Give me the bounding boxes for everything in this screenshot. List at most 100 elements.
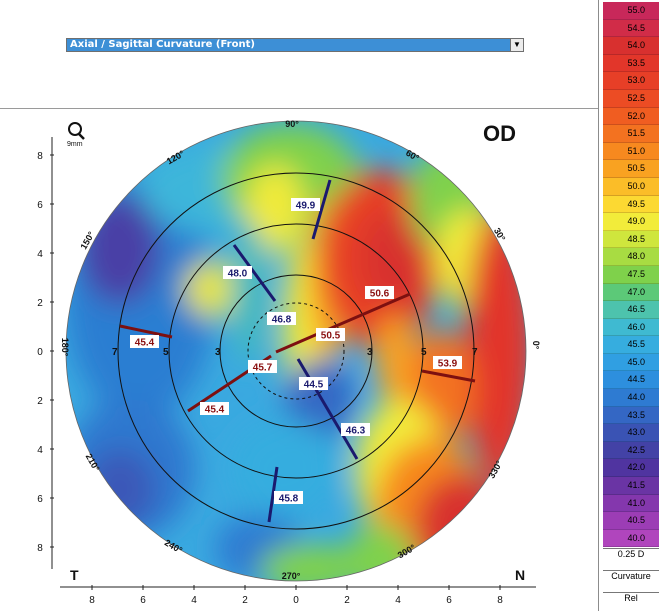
topography-map-panel[interactable]: 3 3 5 5 7 7 49.9 48.0 50.6 46.8 50.5 45.… xyxy=(0,109,598,611)
scale-value: 48.5 xyxy=(627,233,645,244)
ring-label-3-right: 3 xyxy=(367,347,373,358)
left-tick-4: 0 xyxy=(37,347,43,358)
ring-label-5-right: 5 xyxy=(421,347,427,358)
degree-270: 270° xyxy=(282,571,301,581)
map-type-selected: Axial / Sagittal Curvature (Front) xyxy=(70,39,255,50)
magnifier-icon[interactable] xyxy=(68,122,85,140)
scale-cell: 50.0 xyxy=(603,177,659,196)
degree-0: 0° xyxy=(531,341,541,350)
svg-text:49.9: 49.9 xyxy=(296,201,316,212)
scale-cell: 53.5 xyxy=(603,54,659,73)
svg-text:46.8: 46.8 xyxy=(272,315,292,326)
degree-90: 90° xyxy=(285,119,299,129)
scale-value: 48.0 xyxy=(627,251,645,262)
scale-value: 43.5 xyxy=(627,409,645,420)
scale-value: 40.0 xyxy=(627,532,645,543)
scale-cell: 46.5 xyxy=(603,301,659,319)
scale-cell: 43.5 xyxy=(603,406,659,425)
bottom-tick-3: 2 xyxy=(242,595,248,606)
bottom-tick-7: 6 xyxy=(446,595,452,606)
left-tick-8: 8 xyxy=(37,543,43,554)
left-tick-2: 4 xyxy=(37,249,43,260)
degree-180: 180° xyxy=(60,338,70,357)
svg-text:50.5: 50.5 xyxy=(321,331,341,342)
left-tick-0: 8 xyxy=(37,151,43,162)
scale-cell: 48.0 xyxy=(603,248,659,266)
reading-46.3: 46.3 xyxy=(341,423,370,437)
bottom-tick-5: 2 xyxy=(344,595,350,606)
scale-cell: 51.5 xyxy=(603,125,659,143)
temporal-label: T xyxy=(70,567,79,583)
scale-value: 54.0 xyxy=(627,40,645,51)
scale-cell: 54.0 xyxy=(603,37,659,55)
meridian-bars xyxy=(119,179,476,523)
reading-44.5: 44.5 xyxy=(299,377,328,391)
scale-value: 46.5 xyxy=(627,304,645,315)
topography-map[interactable]: 3 3 5 5 7 7 49.9 48.0 50.6 46.8 50.5 45.… xyxy=(0,109,598,611)
scale-cell: 40.0 xyxy=(603,529,659,548)
bottom-tick-8: 8 xyxy=(497,595,503,606)
scale-value: 52.0 xyxy=(627,110,645,121)
reading-48.0: 48.0 xyxy=(223,266,252,280)
svg-text:46.3: 46.3 xyxy=(346,426,366,437)
left-tick-5: 2 xyxy=(37,396,43,407)
scale-value: 49.5 xyxy=(627,198,645,209)
scale-value: 51.0 xyxy=(627,145,645,156)
eye-label: OD xyxy=(483,121,516,146)
scale-value: 46.0 xyxy=(627,321,645,332)
scale-value: 47.5 xyxy=(627,268,645,279)
scale-value: 47.0 xyxy=(627,286,645,297)
left-tick-6: 4 xyxy=(37,445,43,456)
scale-cell: 51.0 xyxy=(603,142,659,161)
scale-value: 51.5 xyxy=(627,128,645,139)
scale-value: 45.5 xyxy=(627,339,645,350)
scale-value: 50.5 xyxy=(627,163,645,174)
scale-cell: 44.5 xyxy=(603,371,659,390)
toolbar-area: Axial / Sagittal Curvature (Front) ▼ xyxy=(0,0,598,109)
scale-value: 49.0 xyxy=(627,216,645,227)
reading-45.4-upper: 45.4 xyxy=(130,335,159,349)
scale-cell: 55.0 xyxy=(603,2,659,20)
scale-value: 44.5 xyxy=(627,374,645,385)
bottom-tick-2: 4 xyxy=(191,595,197,606)
scale-cell: 54.5 xyxy=(603,19,659,38)
ring-label-7-right: 7 xyxy=(472,347,478,358)
measurement-rings xyxy=(117,172,475,530)
svg-text:50.6: 50.6 xyxy=(370,289,390,300)
left-axis: 8 6 4 2 0 2 4 6 8 xyxy=(37,137,54,569)
svg-text:44.5: 44.5 xyxy=(304,380,324,391)
left-tick-7: 6 xyxy=(37,494,43,505)
zoom-label: 9mm xyxy=(67,141,83,148)
scale-value: 54.5 xyxy=(627,22,645,33)
reading-45.8: 45.8 xyxy=(274,491,303,505)
scale-value: 41.0 xyxy=(627,497,645,508)
scale-cell: 48.5 xyxy=(603,230,659,249)
left-tick-3: 2 xyxy=(37,298,43,309)
ring-label-3-left: 3 xyxy=(215,347,221,358)
bottom-axis: 8 6 4 2 0 2 4 6 8 xyxy=(60,585,536,606)
reading-45.4-lower: 45.4 xyxy=(200,402,229,416)
scale-value: 50.0 xyxy=(627,180,645,191)
reading-46.8: 46.8 xyxy=(267,312,296,326)
scale-cell: 43.0 xyxy=(603,424,659,442)
scale-cell: 41.0 xyxy=(603,494,659,513)
scale-value: 40.5 xyxy=(627,515,645,526)
reading-49.9: 49.9 xyxy=(291,198,320,212)
scale-value: 52.5 xyxy=(627,92,645,103)
bottom-tick-1: 6 xyxy=(140,595,146,606)
scale-cell: 52.0 xyxy=(603,107,659,126)
scale-cell: 42.5 xyxy=(603,441,659,460)
map-type-dropdown[interactable]: Axial / Sagittal Curvature (Front) ▼ xyxy=(66,38,524,52)
scale-cell: 47.0 xyxy=(603,283,659,302)
panel-divider xyxy=(598,0,599,611)
scale-cell: 49.0 xyxy=(603,213,659,231)
svg-text:45.4: 45.4 xyxy=(205,405,225,416)
bottom-tick-6: 4 xyxy=(395,595,401,606)
scale-mode: Curvature xyxy=(603,570,659,581)
svg-text:45.4: 45.4 xyxy=(135,338,155,349)
scale-value: 55.0 xyxy=(627,5,645,15)
scale-value: 53.5 xyxy=(627,57,645,68)
reading-45.7: 45.7 xyxy=(248,360,277,374)
scale-cell: 42.0 xyxy=(603,459,659,478)
chevron-down-icon[interactable]: ▼ xyxy=(510,39,523,51)
